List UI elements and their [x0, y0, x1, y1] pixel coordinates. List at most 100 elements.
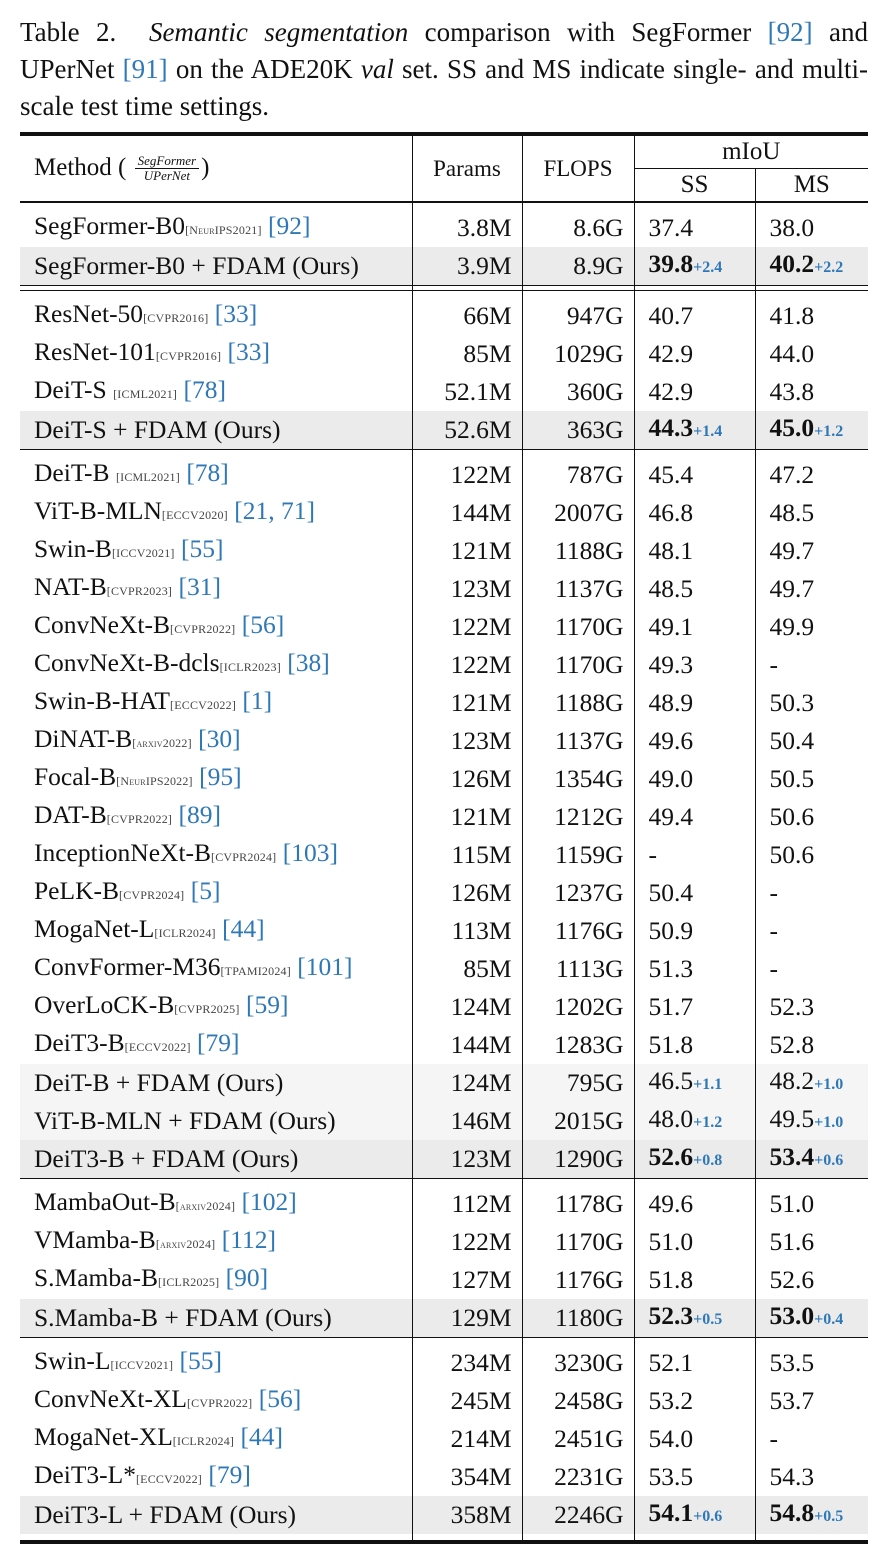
venue-label: [TPAMI2024] [220, 964, 291, 978]
ms-miou-cell: 53.4+0.6 [754, 1140, 869, 1179]
citation-link[interactable]: [33] [227, 337, 271, 366]
flops-cell: 1188G [521, 532, 634, 570]
method-name: ConvFormer-M36 [34, 952, 221, 981]
ms-value: 44.0 [769, 339, 815, 368]
citation-link[interactable]: [31] [178, 572, 221, 601]
venue-label: [CVPR2024] [211, 850, 277, 864]
ss-value: 39.8 [648, 249, 694, 278]
citation-link[interactable]: [44] [222, 914, 265, 943]
ss-value: 49.4 [648, 802, 694, 831]
citation-link[interactable]: [79] [197, 1028, 240, 1057]
citation-link[interactable]: [112] [221, 1225, 277, 1254]
ss-miou-cell: 53.2 [633, 1382, 755, 1420]
ss-miou-cell: 51.3 [633, 950, 755, 988]
method-name: ResNet-101 [34, 337, 156, 366]
header-flops: FLOPS [521, 132, 634, 202]
ss-gain: +0.5 [693, 1311, 723, 1328]
ss-miou-cell: 37.4 [633, 209, 755, 247]
citation-link[interactable]: [56] [241, 610, 285, 639]
ms-gain: +1.0 [814, 1076, 844, 1093]
ss-miou-cell: 50.4 [633, 874, 755, 912]
venue-label: [ECCV2022] [135, 1472, 202, 1486]
ss-miou-cell: 52.1 [633, 1344, 755, 1382]
citation-link[interactable]: [55] [180, 534, 224, 563]
ms-miou-cell: 52.6 [754, 1261, 869, 1299]
flops-cell: 1283G [521, 1026, 634, 1064]
citation-link[interactable]: [44] [240, 1422, 283, 1451]
flops-cell: 1237G [521, 874, 634, 912]
venue-label: [ICCV2021] [111, 546, 175, 560]
citation-link[interactable]: [55] [179, 1346, 223, 1375]
venue-label: [CVPR2022] [106, 812, 173, 826]
method-name: ResNet-50 [34, 299, 144, 328]
ss-value: 37.4 [648, 213, 694, 242]
params-cell: 124M [411, 988, 522, 1026]
ms-gain: +0.5 [814, 1508, 844, 1525]
flops-cell: 1029G [521, 335, 634, 373]
citation-link[interactable]: [91] [122, 54, 168, 84]
ms-miou-cell: 50.5 [754, 760, 869, 798]
citation-link[interactable]: [30] [198, 724, 241, 753]
method-name: MambaOut-B [34, 1187, 176, 1216]
ms-value: 52.3 [769, 992, 815, 1021]
ss-value: 42.9 [648, 377, 694, 406]
flops-cell: 1170G [521, 608, 634, 646]
ms-value: 53.4 [769, 1142, 815, 1171]
table-row: ViT-B-MLN[ECCV2020] [21, 71] 144M 2007G 46.… [20, 494, 869, 532]
ss-miou-cell: 49.6 [633, 1185, 755, 1223]
params-cell: 52.6M [411, 411, 522, 450]
citation-link[interactable]: [78] [183, 375, 226, 404]
citation-link[interactable]: [90] [225, 1263, 269, 1292]
citation-link[interactable]: [59] [245, 990, 289, 1019]
citation-link[interactable]: [33] [214, 299, 258, 328]
citation-link[interactable]: [103] [282, 838, 338, 867]
venue-label: [ECCV2020] [161, 508, 228, 522]
group-gap [20, 203, 869, 209]
ms-value: 48.5 [769, 498, 815, 527]
venue-label: [NeurIPS2022] [116, 774, 193, 788]
citation-link[interactable]: [21, 71] [234, 496, 315, 525]
method-name: DAT-B [34, 800, 107, 829]
venue-label: [arxiv2022] [132, 736, 192, 750]
ss-value: 45.4 [648, 460, 694, 489]
ss-value: - [648, 840, 658, 869]
method-cell: NAT-B[CVPR2023] [31] [20, 570, 412, 608]
ms-miou-cell: - [754, 1420, 869, 1458]
ss-miou-cell: 49.3 [633, 646, 755, 684]
citation-link[interactable]: [95] [199, 762, 242, 791]
venue-label: [ICLR2024] [154, 926, 216, 940]
citation-link[interactable]: [5] [190, 876, 221, 905]
method-name: ConvNeXt-B [34, 610, 170, 639]
citation-link[interactable]: [79] [208, 1460, 251, 1489]
citation-link[interactable]: [38] [287, 648, 330, 677]
flops-cell: 795G [521, 1064, 634, 1102]
group-gap [20, 1338, 869, 1344]
citation-link[interactable]: [78] [186, 458, 229, 487]
ss-miou-cell: 54.0 [633, 1420, 755, 1458]
ss-miou-cell: 48.9 [633, 684, 755, 722]
flops-cell: 1137G [521, 722, 634, 760]
ms-value: 50.6 [769, 840, 815, 869]
ss-value: 51.8 [648, 1265, 694, 1294]
citation-link[interactable]: [101] [297, 952, 353, 981]
flops-cell: 1188G [521, 684, 634, 722]
method-name: S.Mamba-B [34, 1263, 158, 1292]
venue-label: [arxiv2024] [175, 1199, 236, 1213]
ms-miou-cell: 54.8+0.5 [754, 1496, 869, 1534]
citation-link[interactable]: [56] [258, 1384, 302, 1413]
ms-miou-cell: 41.8 [754, 297, 869, 335]
method-name: DeiT3-B + FDAM (Ours) [34, 1144, 299, 1173]
ss-gain: +1.4 [693, 423, 723, 440]
method-name: MogaNet-L [34, 914, 155, 943]
ss-miou-cell: 49.6 [633, 722, 755, 760]
method-cell: DAT-B[CVPR2022] [89] [20, 798, 412, 836]
ms-miou-cell: 49.9 [754, 608, 869, 646]
ms-miou-cell: 49.7 [754, 532, 869, 570]
citation-link[interactable]: [92] [268, 211, 311, 240]
params-cell: 144M [411, 494, 522, 532]
citation-link[interactable]: [102] [241, 1187, 297, 1216]
citation-link[interactable]: [92] [767, 17, 813, 47]
citation-link[interactable]: [1] [242, 686, 273, 715]
citation-link[interactable]: [89] [178, 800, 221, 829]
ms-value: - [769, 1424, 779, 1453]
